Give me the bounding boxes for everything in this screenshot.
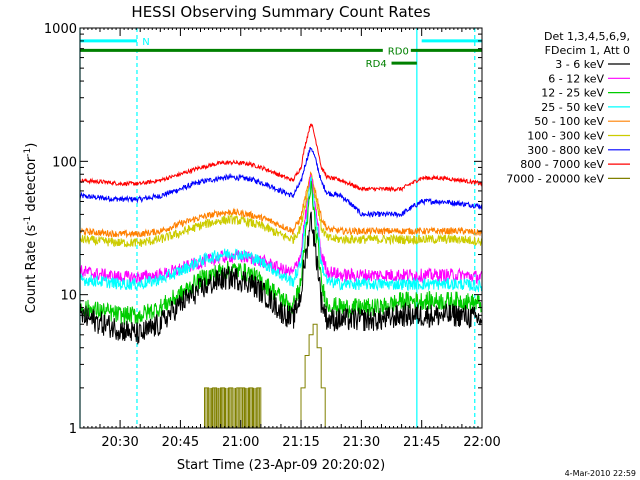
series-line [80, 323, 482, 429]
series-line [79, 146, 482, 219]
x-tick-label: 21:45 [403, 435, 440, 450]
legend-entry-label: 12 - 25 keV [541, 87, 604, 100]
y-tick-label: 1000 [44, 22, 77, 37]
x-tick-label: 21:30 [343, 435, 380, 450]
y-tick-label: 100 [52, 155, 77, 170]
series-line [79, 171, 482, 239]
flag-label: N [142, 37, 149, 48]
y-axis-label-part: ) [24, 143, 39, 148]
legend-entry-label: 3 - 6 keV [555, 58, 604, 71]
flag-label-bg [382, 44, 411, 57]
series-line [79, 123, 482, 193]
y-axis-label-part: Count Rate (s [24, 225, 39, 314]
x-axis-label: Start Time (23-Apr-09 20:20:02) [177, 458, 385, 473]
legend-entry-label: 7000 - 20000 keV [506, 172, 604, 185]
legend-entry-label: 25 - 50 keV [541, 101, 604, 114]
legend-entry-label: 100 - 300 keV [527, 130, 604, 143]
legend-entry-label: 300 - 800 keV [527, 144, 604, 157]
y-axis-label: Count Rate (s-1 detector-1) [23, 143, 39, 314]
series-line [79, 174, 482, 285]
y-axis-label-exponent: -1 [23, 148, 33, 157]
y-tick-label: 10 [60, 289, 77, 304]
series-line [79, 180, 482, 326]
legend-header: Det 1,3,4,5,6,9, [544, 30, 630, 43]
y-axis-label-part: detector [24, 156, 39, 216]
legend: Det 1,3,4,5,6,9,FDecim 1, Att 03 - 6 keV… [506, 30, 630, 185]
chart-title: HESSI Observing Summary Count Rates [131, 3, 430, 21]
legend-entry-label: 50 - 100 keV [534, 115, 604, 128]
x-tick-label: 20:30 [101, 435, 138, 450]
legend-entry-label: 6 - 12 keV [548, 72, 604, 85]
x-tick-label: 20:45 [162, 435, 199, 450]
legend-entry-label: 800 - 7000 keV [520, 158, 604, 171]
flag-label: RD0 [388, 46, 409, 57]
x-tick-label: 22:00 [463, 435, 500, 450]
series-line [79, 176, 482, 293]
series-line [79, 211, 482, 345]
legend-header: FDecim 1, Att 0 [545, 44, 630, 57]
y-axis-label-exponent: -1 [23, 216, 33, 225]
x-tick-label: 21:00 [222, 435, 259, 450]
footer-timestamp: 4-Mar-2010 22:59 [565, 469, 636, 478]
series-line [79, 175, 482, 248]
x-tick-label: 21:15 [282, 435, 319, 450]
y-tick-label: 1 [69, 422, 77, 437]
flag-label: RD4 [366, 59, 387, 70]
